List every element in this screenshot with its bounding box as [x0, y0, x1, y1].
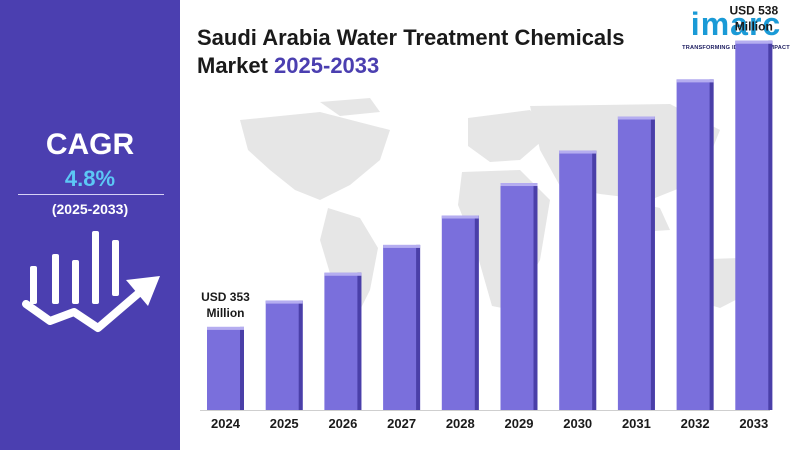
growth-chart-icon	[22, 231, 160, 332]
cagr-period: (2025-2033)	[51, 201, 129, 217]
bar-side-2031	[650, 116, 655, 410]
bar-side-2027	[416, 244, 421, 410]
data-label-2024-line1: USD 353	[201, 290, 250, 304]
bar-2028	[441, 215, 479, 410]
data-label-2033-line1: USD 538	[729, 4, 778, 18]
bar-side-2029	[533, 183, 538, 410]
bar-side-2028	[474, 215, 479, 410]
tick-label-2033: 2033	[739, 416, 768, 431]
bar-2032	[676, 79, 714, 410]
bar-2026	[324, 272, 362, 410]
bar-top-2031	[617, 116, 655, 120]
bar-side-2025	[298, 300, 303, 410]
cagr-label: CAGR	[45, 128, 135, 161]
bar-2025	[265, 300, 303, 410]
cagr-divider	[18, 194, 164, 195]
tick-label-2029: 2029	[505, 416, 534, 431]
bar-2033	[735, 40, 773, 411]
bar-top-2026	[324, 272, 362, 276]
tick-label-2024: 2024	[211, 416, 241, 431]
title-line-1: Saudi Arabia Water Treatment Chemicals	[197, 25, 625, 50]
bar-2030	[559, 150, 597, 410]
bar-top-2029	[500, 183, 538, 187]
tick-label-2028: 2028	[446, 416, 475, 431]
title-years: 2025-2033	[274, 53, 380, 78]
bar-top-2027	[383, 244, 421, 248]
tick-label-2031: 2031	[622, 416, 651, 431]
chart-title: Saudi Arabia Water Treatment Chemicals M…	[197, 24, 667, 80]
data-label-2033-line2: Million	[735, 20, 773, 34]
logo-wordmark: imarc	[690, 6, 782, 42]
bar-top-2033	[735, 40, 773, 44]
bar-top-2028	[441, 215, 479, 219]
data-label-2024-line2: Million	[207, 306, 245, 320]
tick-label-2025: 2025	[270, 416, 299, 431]
bar-2024	[207, 326, 244, 410]
bar-2031	[617, 116, 655, 410]
bar-top-2032	[676, 79, 714, 83]
bar-2027	[383, 244, 421, 410]
bar-side-2024	[240, 326, 244, 410]
bar-side-2032	[709, 79, 714, 410]
title-line-2: Market	[197, 53, 275, 78]
cagr-value: 4.8%	[64, 166, 116, 191]
bar-top-2030	[559, 150, 597, 154]
bar-top-2024	[207, 326, 244, 330]
tick-label-2027: 2027	[387, 416, 416, 431]
tick-label-2030: 2030	[563, 416, 592, 431]
bar-side-2033	[768, 40, 773, 411]
tick-label-2026: 2026	[328, 416, 357, 431]
bar-side-2030	[592, 150, 597, 410]
tick-label-2032: 2032	[681, 416, 710, 431]
bar-side-2026	[357, 272, 362, 410]
cagr-panel: CAGR 4.8% (2025-2033)	[0, 0, 180, 450]
bar-2029	[500, 183, 538, 410]
bar-top-2025	[265, 300, 303, 304]
